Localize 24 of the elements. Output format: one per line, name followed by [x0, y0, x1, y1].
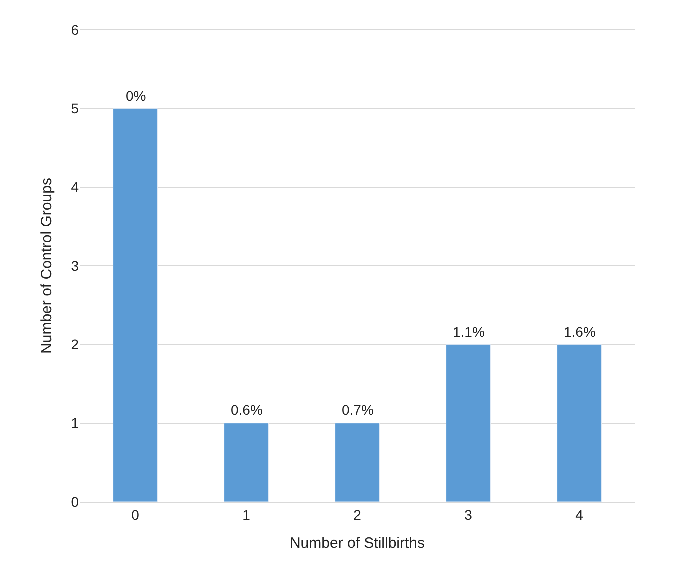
bar — [335, 423, 380, 502]
x-tick-label: 0 — [132, 506, 140, 523]
y-tick-label: 6 — [71, 22, 80, 38]
x-tick-label: 2 — [354, 506, 362, 523]
bar — [224, 423, 269, 502]
bar — [113, 108, 158, 502]
annotation: 0.7% — [342, 402, 374, 418]
annotation: 0.6% — [231, 402, 263, 418]
x-axis-title: Number of Stillbirths — [290, 534, 426, 552]
bar — [446, 344, 491, 502]
y-tick-label: 2 — [71, 336, 80, 353]
annotation: 1.1% — [453, 324, 485, 340]
y-tick-label: 5 — [71, 100, 80, 117]
y-tick-label: 0 — [71, 494, 80, 510]
y-tick-label: 1 — [71, 415, 80, 432]
annotation: 1.6% — [564, 324, 596, 340]
x-tick-label: 3 — [464, 506, 473, 523]
x-tick-label: 4 — [576, 506, 584, 523]
y-tick-label: 3 — [71, 258, 80, 274]
bar — [557, 344, 602, 502]
y-axis-title: Number of Control Groups — [38, 178, 56, 354]
annotation: 0% — [126, 88, 146, 104]
y-tick-label: 4 — [71, 179, 80, 196]
x-tick-label: 1 — [242, 506, 251, 523]
